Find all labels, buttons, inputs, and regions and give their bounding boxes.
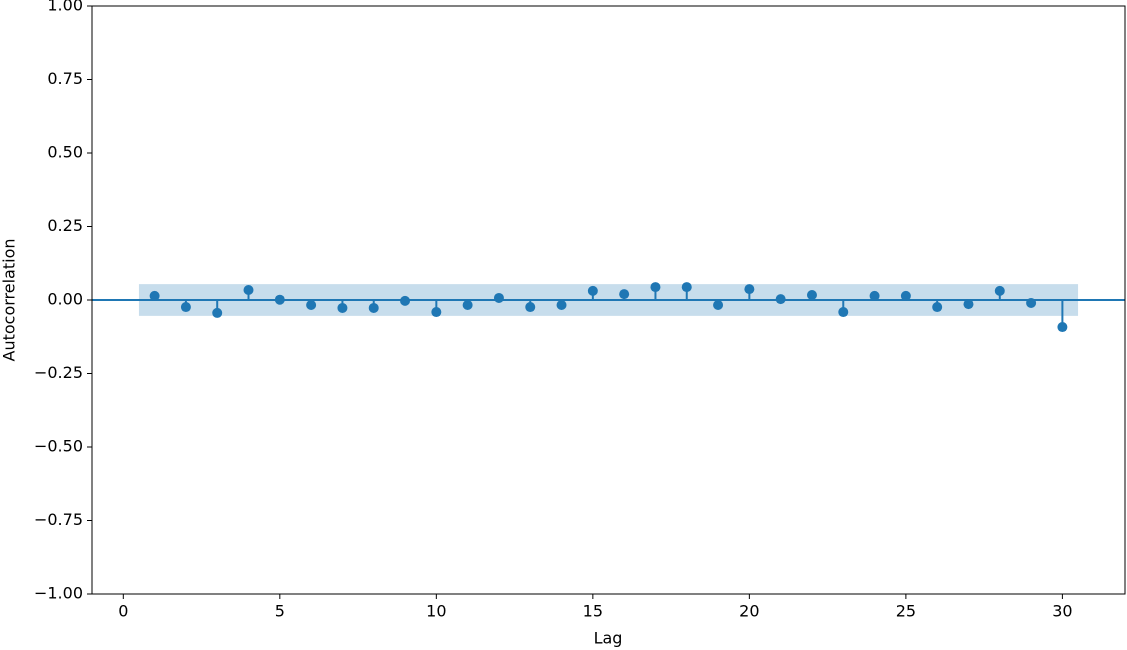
y-tick-label: 0.50 [47, 143, 83, 162]
marker [838, 307, 849, 318]
y-tick-label: −0.50 [34, 437, 83, 456]
marker [963, 299, 974, 310]
y-tick-label: 0.25 [47, 216, 83, 235]
x-tick-label: 25 [896, 602, 916, 621]
x-tick-label: 30 [1052, 602, 1072, 621]
marker [869, 290, 880, 301]
marker [149, 290, 160, 301]
marker [525, 302, 536, 313]
x-tick-label: 0 [118, 602, 128, 621]
y-tick-label: 0.75 [47, 69, 83, 88]
marker [1026, 297, 1037, 308]
marker [744, 284, 755, 295]
marker [713, 299, 724, 310]
marker [400, 295, 411, 306]
marker [180, 302, 191, 313]
marker [650, 282, 661, 293]
marker [274, 294, 285, 305]
marker [681, 282, 692, 293]
y-tick-label: 1.00 [47, 0, 83, 15]
marker [462, 299, 473, 310]
y-tick-label: −0.75 [34, 510, 83, 529]
marker [994, 285, 1005, 296]
marker [775, 294, 786, 305]
y-tick-label: −0.25 [34, 363, 83, 382]
x-axis-label: Lag [594, 629, 623, 648]
marker [306, 299, 317, 310]
marker [243, 285, 254, 296]
marker [932, 302, 943, 313]
marker [619, 289, 630, 300]
marker [806, 290, 817, 301]
y-axis-label: Autocorrelation [0, 239, 19, 362]
plot-frame [91, 5, 1126, 595]
marker [431, 307, 442, 318]
marker [493, 292, 504, 303]
marker [337, 302, 348, 313]
x-tick-label: 20 [739, 602, 759, 621]
marker [900, 290, 911, 301]
x-tick-label: 10 [426, 602, 446, 621]
y-tick-label: −1.00 [34, 584, 83, 603]
x-tick-label: 15 [583, 602, 603, 621]
y-tick-label: 0.00 [47, 290, 83, 309]
marker [587, 285, 598, 296]
marker [1057, 322, 1068, 333]
marker [368, 302, 379, 313]
x-tick-label: 5 [275, 602, 285, 621]
marker [212, 307, 223, 318]
marker [556, 299, 567, 310]
